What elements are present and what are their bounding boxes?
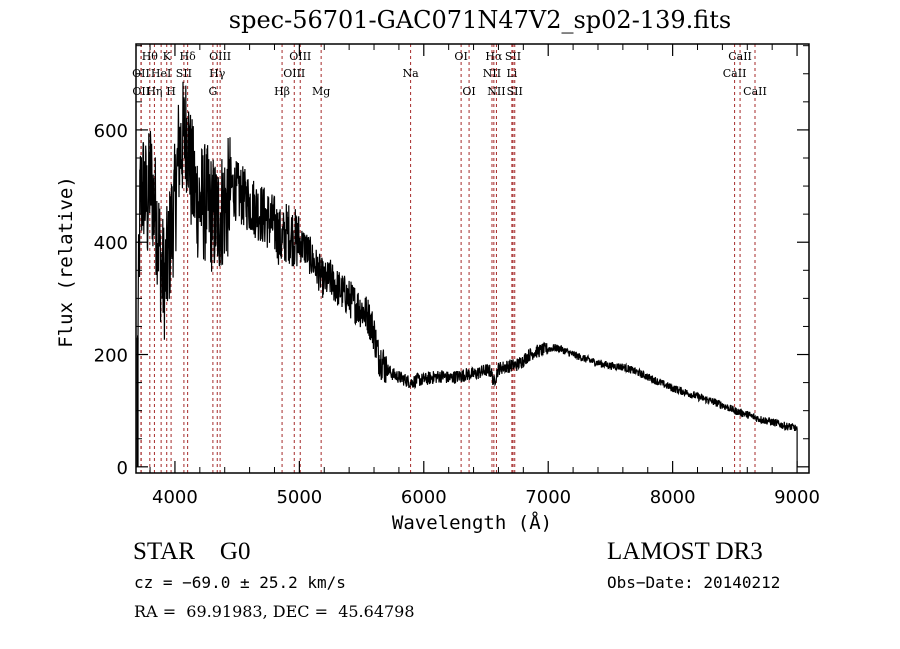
y-tick-label: 600 <box>94 121 128 142</box>
axis-labels: Wavelength (Å) Flux (relative) <box>55 176 552 534</box>
marker-label-caii: CaII <box>743 85 767 98</box>
marker-label-na: Na <box>403 67 420 80</box>
object-classification: STAR G0 <box>133 538 251 565</box>
marker-label-k: K <box>163 50 172 63</box>
marker-label-sii: SII <box>507 85 523 98</box>
marker-label-hθ: Hθ <box>142 50 159 63</box>
y-tick-label: 200 <box>94 346 128 367</box>
marker-label-h: H <box>166 85 176 98</box>
marker-label-hγ: Hγ <box>209 67 226 80</box>
marker-label-caii: CaII <box>723 67 747 80</box>
x-tick-label: 4000 <box>152 487 198 508</box>
x-tick-label: 7000 <box>525 487 571 508</box>
coordinates: RA = 69.91983, DEC = 45.64798 <box>134 602 415 621</box>
plot-frame <box>135 43 810 474</box>
emission-line-markers: HθOIIOIIKHeIHηHHδSIIOIIIHγGOIIIOIIIHβMgN… <box>132 44 767 473</box>
marker-label-g: G <box>208 85 217 98</box>
marker-label-caii: CaII <box>728 50 752 63</box>
marker-label-oi: OI <box>454 50 467 63</box>
spectrum-series <box>136 81 798 467</box>
x-tick-label: 5000 <box>276 487 322 508</box>
y-axis-label: Flux (relative) <box>55 176 77 348</box>
marker-label-oii: OII <box>132 85 150 98</box>
marker-label-oiii: OIII <box>283 67 305 80</box>
marker-label-hη: Hη <box>146 85 162 98</box>
x-tick-label: 8000 <box>650 487 696 508</box>
marker-label-hδ: Hδ <box>180 50 197 63</box>
marker-label-sii: SII <box>505 50 521 63</box>
redshift-velocity: cz = −69.0 ± 25.2 km/s <box>134 573 346 592</box>
spectrum-line <box>137 81 798 467</box>
chart-title: spec-56701-GAC071N47V2_sp02-139.fits <box>228 6 732 34</box>
marker-label-oi: OI <box>462 85 475 98</box>
observation-date: Obs−Date: 20140212 <box>607 573 781 592</box>
axis-ticks: 4000 5000 6000 7000 8000 9000 0 200 400 600 <box>94 44 820 508</box>
x-tick-label: 9000 <box>774 487 820 508</box>
x-tick-label: 6000 <box>401 487 447 508</box>
marker-label-oiii: OIII <box>209 50 231 63</box>
marker-label-li: Li <box>506 67 517 80</box>
x-axis-label: Wavelength (Å) <box>392 511 552 534</box>
marker-label-hβ: Hβ <box>274 85 290 98</box>
marker-label-sii: SII <box>176 67 192 80</box>
marker-label-mg: Mg <box>312 85 330 98</box>
marker-label-oiii: OIII <box>289 50 311 63</box>
y-tick-label: 0 <box>117 458 128 479</box>
y-tick-label: 400 <box>94 233 128 254</box>
marker-label-nii: NII <box>487 85 505 98</box>
survey-name: LAMOST DR3 <box>607 538 763 565</box>
marker-label-nii: NII <box>483 67 501 80</box>
marker-label-hα: Hα <box>485 50 503 63</box>
marker-label-hei: HeI <box>151 67 171 80</box>
